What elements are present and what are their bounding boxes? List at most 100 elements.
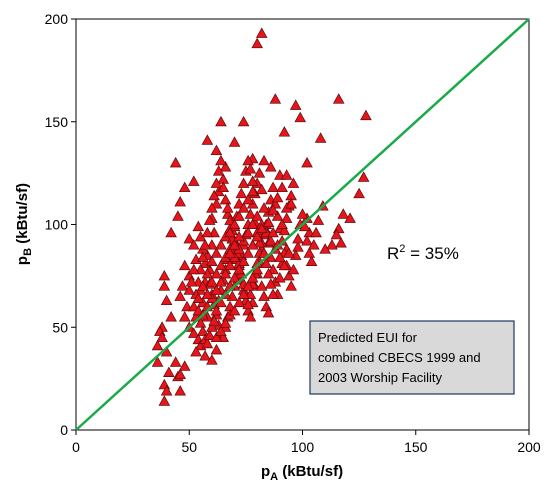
- data-point: [197, 325, 209, 336]
- data-point: [258, 202, 270, 213]
- data-point: [237, 255, 250, 266]
- data-point: [264, 278, 277, 289]
- data-point: [274, 251, 286, 262]
- data-point: [246, 185, 259, 197]
- data-point: [165, 226, 177, 238]
- data-point: [285, 280, 297, 291]
- data-point: [262, 216, 275, 227]
- y-axis-title-unit: (kBtu/sf): [14, 183, 31, 248]
- r-squared-r: R: [387, 244, 399, 263]
- data-point: [197, 280, 209, 291]
- data-point: [160, 385, 173, 396]
- data-point: [178, 181, 191, 193]
- data-point: [233, 210, 245, 221]
- data-point: [242, 298, 254, 310]
- data-point: [276, 218, 288, 230]
- data-point: [255, 222, 268, 234]
- data-point: [158, 269, 171, 281]
- data-point: [210, 267, 223, 279]
- y-axis-title-main: p: [14, 256, 31, 265]
- data-point: [185, 276, 198, 287]
- data-point: [335, 237, 347, 248]
- data-point: [192, 292, 205, 303]
- data-point: [210, 343, 223, 355]
- data-point: [274, 272, 286, 283]
- data-point: [278, 224, 291, 236]
- data-point: [244, 163, 257, 174]
- data-point: [294, 111, 307, 123]
- data-point: [206, 354, 218, 365]
- data-point: [276, 181, 288, 193]
- data-point: [215, 325, 227, 336]
- data-point: [296, 208, 309, 219]
- data-point: [194, 317, 207, 328]
- data-point: [208, 189, 220, 201]
- data-point: [255, 280, 268, 291]
- data-point: [267, 288, 279, 299]
- data-point: [165, 311, 177, 322]
- data-point: [260, 257, 273, 269]
- x-tick-label: 0: [72, 439, 80, 455]
- data-point: [244, 311, 257, 322]
- data-point: [160, 294, 173, 306]
- data-point: [332, 93, 345, 104]
- data-point: [326, 239, 338, 250]
- y-tick-label: 0: [60, 422, 68, 438]
- data-point: [183, 284, 196, 295]
- data-point: [233, 263, 245, 275]
- data-point: [360, 109, 372, 121]
- data-point: [303, 247, 316, 258]
- data-point: [289, 99, 302, 110]
- data-point: [287, 263, 300, 275]
- data-point: [271, 191, 284, 203]
- data-point: [158, 280, 171, 291]
- annotation-line-1: Predicted EUI for: [318, 330, 418, 345]
- data-point: [210, 144, 223, 156]
- data-point: [174, 195, 186, 207]
- data-point: [285, 198, 297, 209]
- x-axis-title-sub: A: [270, 471, 278, 483]
- data-point: [244, 208, 257, 219]
- data-point: [174, 290, 186, 301]
- data-point: [158, 395, 171, 406]
- data-point: [269, 93, 282, 104]
- x-axis-ticks: 0 50 100 150 200: [72, 430, 541, 455]
- data-point: [174, 368, 186, 380]
- y-axis-title: pB (kBtu/sf): [14, 183, 34, 265]
- data-point: [255, 27, 268, 38]
- x-axis-title-unit: (kBtu/sf): [278, 463, 343, 480]
- data-point: [224, 226, 236, 238]
- data-point: [210, 304, 223, 316]
- data-point: [221, 202, 234, 213]
- data-point: [183, 232, 196, 244]
- data-point: [280, 169, 293, 180]
- data-point: [201, 337, 214, 349]
- r-squared-label: R2 = 35%: [387, 243, 459, 263]
- data-point: [280, 212, 293, 223]
- data-point: [192, 220, 205, 232]
- data-point: [224, 247, 236, 258]
- data-point: [271, 210, 284, 221]
- x-tick-label: 100: [291, 439, 315, 455]
- data-point: [228, 272, 241, 283]
- data-point: [215, 259, 227, 271]
- data-point: [212, 165, 225, 176]
- data-point: [178, 311, 191, 322]
- data-point: [206, 276, 218, 287]
- data-point: [178, 360, 191, 371]
- data-point: [151, 356, 164, 367]
- data-point: [237, 288, 250, 299]
- data-point: [210, 247, 223, 258]
- data-point: [242, 193, 254, 205]
- data-point: [151, 339, 164, 351]
- x-tick-label: 200: [517, 439, 541, 455]
- data-point: [174, 385, 186, 396]
- data-point: [187, 175, 200, 186]
- data-point: [219, 193, 232, 205]
- data-point: [267, 181, 279, 193]
- data-point: [199, 239, 211, 250]
- data-point: [262, 306, 275, 318]
- data-point: [215, 276, 227, 287]
- data-point: [278, 259, 291, 271]
